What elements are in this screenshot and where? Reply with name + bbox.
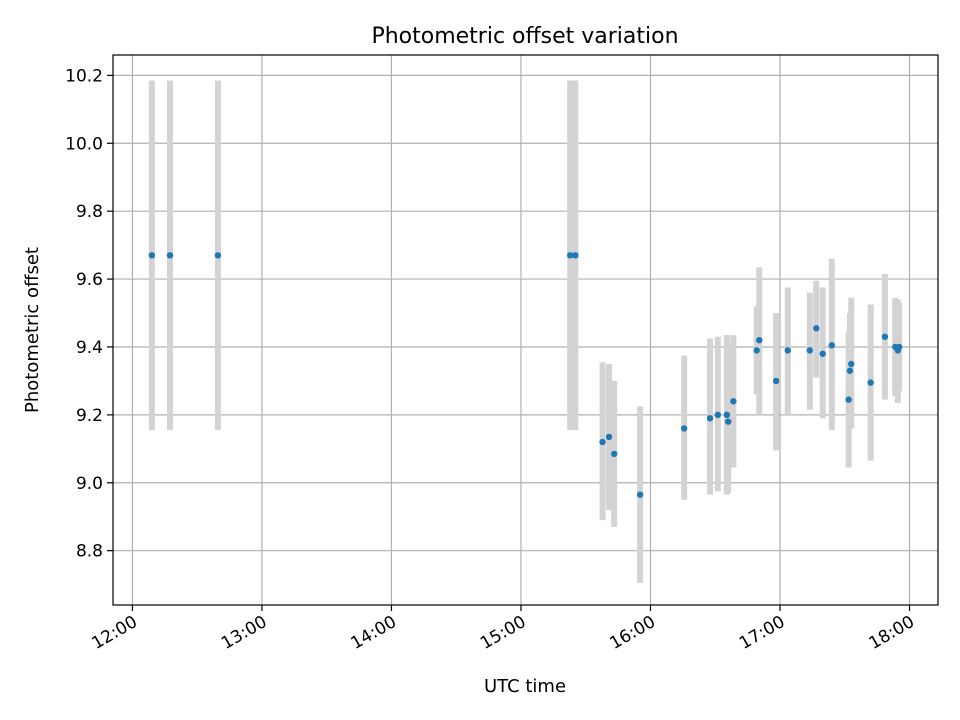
grid-layer: [113, 55, 938, 605]
data-point: [605, 433, 613, 441]
plot-frame: [112, 54, 939, 606]
x-tick-label: 17:00: [736, 612, 788, 654]
chart-title: Photometric offset variation: [371, 24, 678, 49]
y-tick-label: 9.4: [76, 338, 103, 358]
data-point: [166, 252, 174, 259]
x-tick-label: 18:00: [866, 612, 918, 654]
y-tick-label: 10.2: [65, 66, 103, 86]
data-point: [895, 343, 903, 351]
data-point: [214, 252, 222, 259]
x-tick-label: 13:00: [218, 612, 270, 654]
data-point: [730, 398, 737, 405]
data-point: [572, 252, 579, 259]
y-tick-label: 9.0: [76, 474, 103, 494]
data-point: [813, 325, 820, 332]
data-point: [611, 450, 618, 458]
data-point: [828, 342, 835, 349]
data-point: [706, 415, 714, 422]
y-tick-label: 9.6: [76, 270, 103, 290]
data-point: [772, 377, 780, 385]
y-axis-label: Photometric offset: [22, 247, 43, 413]
data-point: [784, 347, 791, 354]
data-point: [724, 418, 732, 425]
x-axis-label: UTC time: [484, 676, 566, 697]
data-point: [723, 411, 731, 419]
data-point: [867, 379, 874, 386]
point-layer: [148, 252, 903, 498]
data-point: [881, 333, 889, 340]
data-point: [680, 425, 688, 432]
data-point: [636, 491, 644, 498]
data-point: [848, 360, 855, 368]
y-tick-label: 9.2: [76, 406, 103, 426]
data-point: [148, 252, 156, 259]
data-point: [599, 438, 606, 446]
x-tick-label: 12:00: [88, 612, 140, 654]
data-point: [566, 252, 574, 259]
data-point: [714, 411, 722, 419]
data-point: [845, 396, 852, 403]
x-tick-label: 15:00: [477, 612, 529, 654]
y-tick-label: 8.8: [76, 542, 103, 562]
data-point: [846, 367, 854, 374]
data-point: [753, 347, 760, 354]
y-tick-label: 9.8: [76, 202, 103, 222]
x-tick-label: 14:00: [348, 612, 400, 654]
x-tick-label: 16:00: [607, 612, 659, 654]
data-point: [806, 347, 813, 354]
data-point: [819, 350, 826, 357]
errorbar-layer: [148, 80, 903, 583]
data-point: [756, 336, 763, 344]
y-tick-label: 10.0: [65, 134, 103, 154]
